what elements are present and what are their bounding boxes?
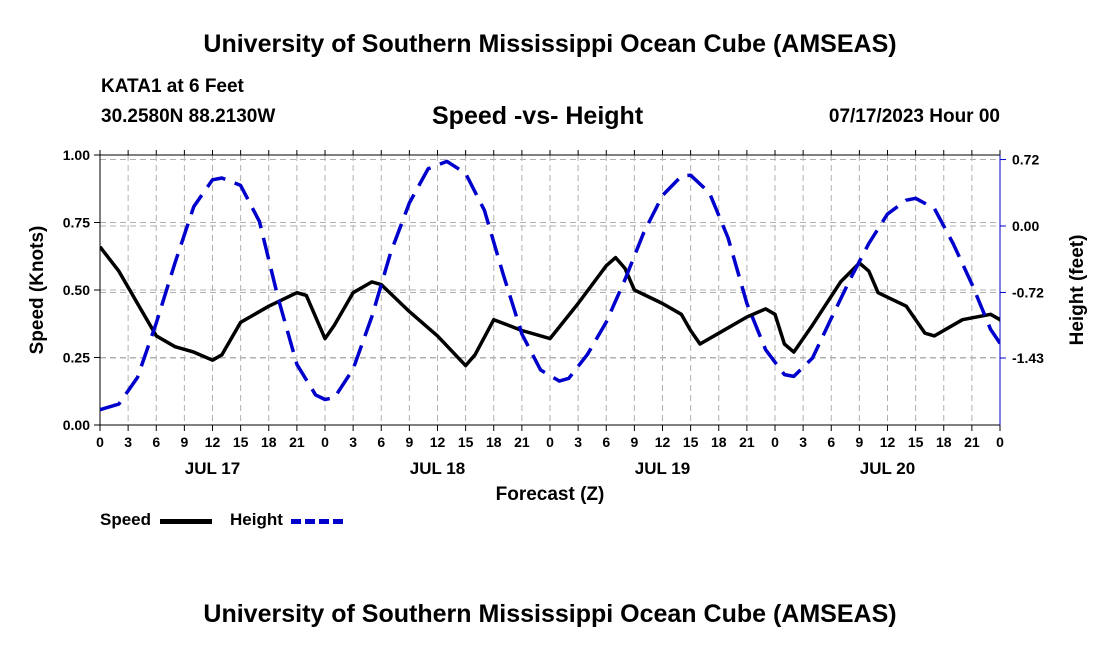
y-left-tick-label: 0.25: [63, 350, 90, 366]
y-right-tick-label: -1.43: [1012, 350, 1044, 366]
x-tick-label: 9: [630, 434, 638, 450]
legend-height-label: Height: [230, 510, 283, 529]
y-left-tick-label: 0.75: [63, 215, 90, 231]
legend-height-swatch: [291, 519, 343, 524]
x-tick-label: 21: [289, 434, 305, 450]
legend-speed-swatch: [160, 519, 212, 524]
x-tick-label: 0: [546, 434, 554, 450]
x-tick-label: 15: [233, 434, 249, 450]
x-tick-label: 15: [458, 434, 474, 450]
station-coordinates: 30.2580N 88.2130W: [101, 106, 276, 127]
x-tick-label: 0: [96, 434, 104, 450]
x-axis-title: Forecast (Z): [496, 484, 605, 505]
y-left-tick-label: 0.50: [63, 282, 90, 298]
x-tick-label: 9: [180, 434, 188, 450]
x-day-label: JUL 18: [410, 459, 465, 478]
x-tick-label: 6: [377, 434, 385, 450]
x-tick-label: 21: [739, 434, 755, 450]
y-right-tick-label: 0.00: [1012, 218, 1039, 234]
x-day-label: JUL 19: [635, 459, 690, 478]
x-tick-label: 12: [430, 434, 446, 450]
x-tick-label: 12: [880, 434, 896, 450]
x-tick-label: 18: [936, 434, 952, 450]
x-tick-label: 3: [349, 434, 357, 450]
plot-subtitle: Speed -vs- Height: [432, 102, 644, 130]
x-tick-label: 0: [321, 434, 329, 450]
x-tick-label: 6: [152, 434, 160, 450]
y-right-tick-label: 0.72: [1012, 152, 1039, 168]
y-left-axis-title: Speed (Knots): [27, 226, 48, 355]
forecast-date: 07/17/2023 Hour 00: [828, 106, 1000, 127]
y-right-tick-label: -0.72: [1012, 284, 1044, 300]
x-tick-label: 0: [996, 434, 1004, 450]
x-tick-label: 3: [574, 434, 582, 450]
chart-title: University of Southern Mississippi Ocean…: [203, 30, 897, 58]
x-tick-label: 12: [205, 434, 221, 450]
legend-speed-label: Speed: [100, 510, 152, 529]
x-tick-label: 21: [514, 434, 530, 450]
x-tick-label: 6: [602, 434, 610, 450]
x-tick-label: 18: [486, 434, 502, 450]
y-left-tick-label: 1.00: [63, 147, 90, 163]
footer-title: University of Southern Mississippi Ocean…: [203, 600, 897, 628]
x-day-label: JUL 20: [860, 459, 915, 478]
series-line-height: [100, 159, 1000, 412]
speed-height-chart: 0.00 0.25 0.50 0.75 1.00 0.72 0.00 -0.72 -1.43 0 3…: [27, 147, 1088, 505]
x-tick-label: 15: [908, 434, 924, 450]
x-tick-label: 12: [655, 434, 671, 450]
y-right-axis-title: Height (feet): [1067, 235, 1088, 346]
x-tick-label: 3: [799, 434, 807, 450]
x-tick-label: 3: [124, 434, 132, 450]
station-label: KATA1 at 6 Feet: [101, 76, 244, 97]
series-line-speed: [100, 245, 1000, 368]
x-tick-label: 15: [683, 434, 699, 450]
x-day-label: JUL 17: [185, 459, 240, 478]
x-tick-label: 18: [711, 434, 727, 450]
x-tick-label: 6: [827, 434, 835, 450]
x-tick-label: 9: [405, 434, 413, 450]
y-left-tick-label: 0.00: [63, 417, 90, 433]
x-tick-label: 18: [261, 434, 277, 450]
x-tick-label: 9: [855, 434, 863, 450]
x-tick-label: 21: [964, 434, 980, 450]
x-tick-label: 0: [771, 434, 779, 450]
